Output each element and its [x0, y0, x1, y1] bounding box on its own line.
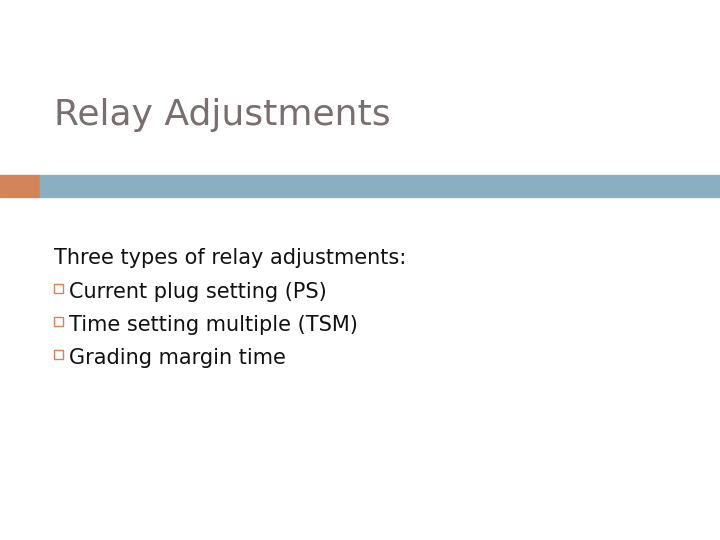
Bar — [54, 350, 63, 359]
Bar — [54, 284, 63, 293]
Text: Relay Adjustments: Relay Adjustments — [54, 98, 391, 132]
Text: Grading margin time: Grading margin time — [69, 348, 286, 368]
Text: Time setting multiple (TSM): Time setting multiple (TSM) — [69, 315, 358, 335]
Text: Current plug setting (PS): Current plug setting (PS) — [69, 282, 327, 302]
Bar — [40, 175, 720, 197]
Bar — [54, 317, 63, 326]
Bar — [0, 175, 40, 197]
Text: Three types of relay adjustments:: Three types of relay adjustments: — [54, 248, 406, 268]
